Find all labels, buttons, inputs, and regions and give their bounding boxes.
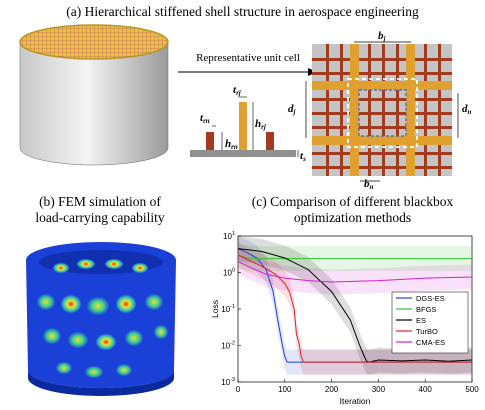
grid-dimension-marks [305, 41, 459, 182]
x-axis-label: Iteration [340, 396, 371, 406]
arrow-label: Representative unit cell [196, 52, 300, 64]
loss-chart: 0 100 200 300 400 500 10-3 10-2 10-1 100 101 Iterat… [210, 231, 479, 406]
legend-box [391, 291, 469, 354]
label-b-n: bn [364, 178, 374, 191]
legend-label-bfgs: BFGS [416, 305, 436, 314]
caption-b-line1: (b) FEM simulation of [39, 194, 161, 209]
stiffened-shell-cylinder [19, 24, 169, 166]
y-tick-label: 101 [223, 231, 235, 241]
band-cma-es [238, 249, 472, 295]
legend-label-es: ES [416, 316, 426, 325]
label-t-s: ts [300, 150, 306, 163]
x-tick-label: 200 [325, 385, 339, 394]
caption-a: (a) Hierarchical stiffened shell structu… [66, 4, 419, 19]
x-tick-label: 0 [236, 385, 241, 394]
legend-label-cma-es: CMA-ES [416, 338, 445, 347]
caption-c-line1: (c) Comparison of different blackbox [251, 194, 454, 209]
x-tick-label: 300 [372, 385, 386, 394]
y-tick-label: 10-3 [221, 377, 235, 387]
caption-c-line2: optimization methods [293, 210, 412, 225]
label-b-j: bj [378, 30, 386, 43]
y-axis-label: Loss [210, 300, 220, 318]
label-d-n: dn [462, 103, 472, 116]
legend-label-turbo: TurBO [416, 327, 438, 336]
caption-b-line2: load-carrying capability [35, 210, 165, 225]
series-line-dgs-es [237, 248, 472, 363]
band-turbo [238, 242, 472, 375]
x-tick-label: 400 [419, 385, 433, 394]
label-t-rn: trn [200, 112, 210, 125]
series-line-turbo [237, 254, 472, 363]
fem-simulation-image [16, 232, 186, 400]
x-tick-label: 500 [465, 385, 479, 394]
x-tick-label: 100 [278, 385, 292, 394]
legend-label-dgs-es: DGS-ES [416, 294, 445, 303]
stiffener-cross-section [190, 96, 299, 157]
label-h-rn: hrn [225, 138, 238, 151]
series-line-cma-es [237, 261, 473, 283]
y-tick-label: 100 [223, 268, 235, 278]
label-h-rj: hrj [255, 118, 266, 131]
band-es [238, 236, 472, 375]
unit-cell-grid [312, 44, 452, 176]
series-line-es [237, 248, 473, 363]
y-tick-label: 10-2 [221, 341, 235, 351]
label-d-j: dj [288, 103, 296, 116]
y-tick-label: 10-1 [221, 304, 235, 314]
arrow-to-unit-cell [178, 68, 317, 76]
label-t-rj: trj [233, 84, 241, 97]
